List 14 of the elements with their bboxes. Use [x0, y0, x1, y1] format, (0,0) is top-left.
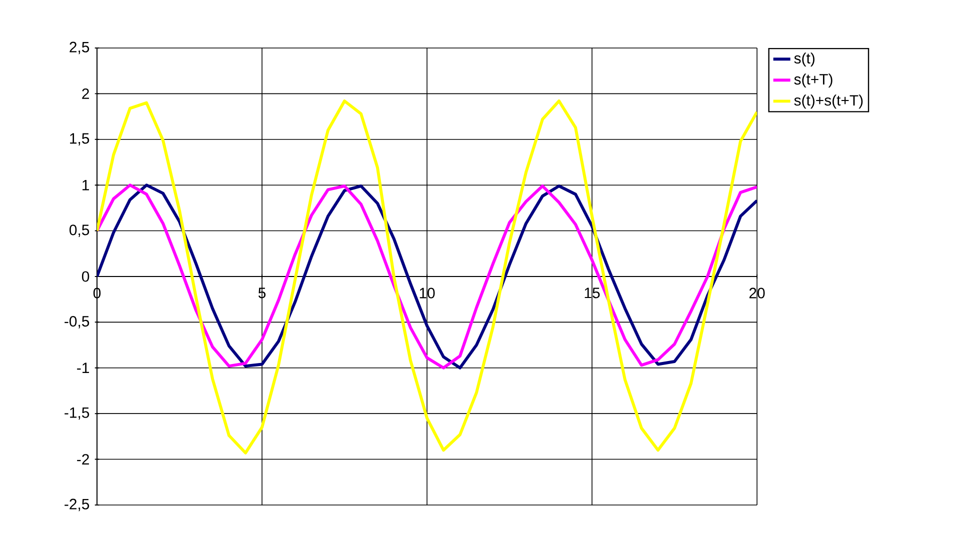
y-tick-label: 2,5	[70, 42, 90, 54]
y-tick-label: 0	[82, 271, 90, 282]
legend-label: s(t)+s(t+T)	[794, 94, 863, 109]
legend-label: s(t+T)	[794, 74, 832, 88]
y-tick-label: -2,5	[64, 498, 90, 512]
y-tick-label: 1,5	[70, 133, 90, 146]
y-tick-label: -0,5	[64, 316, 90, 328]
y-tick-label: 0,5	[70, 224, 90, 237]
y-tick-label: -2	[77, 454, 89, 464]
legend-label: s(t)	[794, 52, 814, 66]
y-tick-label: -1,5	[64, 407, 90, 420]
y-tick-label: -1	[77, 362, 89, 374]
y-tick-label: 2	[82, 88, 89, 99]
y-tick-label: 1	[82, 180, 89, 190]
